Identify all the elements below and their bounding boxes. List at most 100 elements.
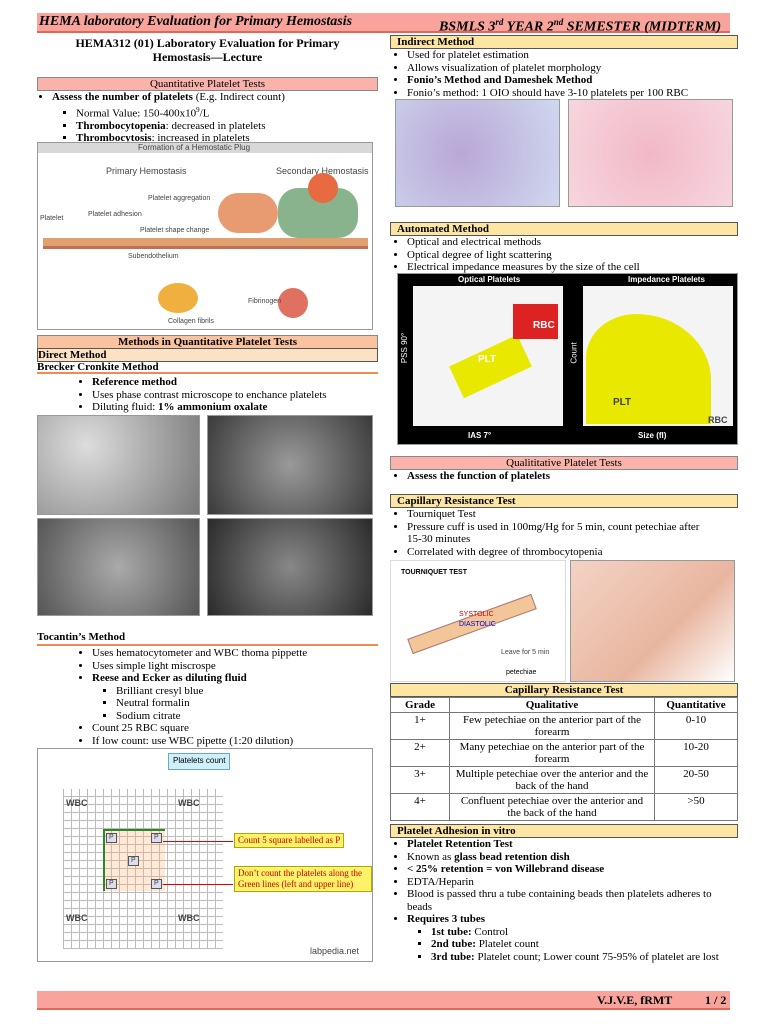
text: If low count: use WBC pipette (1:20 dilu… <box>92 735 380 748</box>
element: Used for platelet estimation Allows visu… <box>355 49 745 99</box>
text: Tourniquet Test <box>407 508 715 521</box>
element: Grade Qualitative Quantitative <box>390 697 738 713</box>
text: Uses simple light miscrospe <box>92 660 380 673</box>
element: Optical and electrical methods Optical d… <box>355 236 745 274</box>
text: Neutral formalin <box>116 697 380 710</box>
text: 1st tube: <box>431 925 472 938</box>
element: Brilliant cresyl blueNeutral formalinSod… <box>92 685 380 723</box>
list: Optical and electrical methods Optical d… <box>355 236 745 274</box>
text: Electrical impedance measures by the siz… <box>407 261 745 274</box>
text: : increased in platelets <box>151 132 250 145</box>
element <box>163 841 233 842</box>
text: Assess the function of platelets <box>407 470 550 482</box>
element: Requires 3 tubes 1st tube: Control 2nd t… <box>407 913 727 963</box>
element: Known as glass bead retention dish <box>407 851 727 864</box>
text: Thrombocytopenia <box>76 119 166 132</box>
text: labpedia.net <box>310 946 360 956</box>
section-heading: Capillary Resistance Test <box>390 494 738 508</box>
element <box>38 143 372 153</box>
text: Platelet adhesion <box>88 211 142 218</box>
list: Assess the function of platelets <box>355 470 745 483</box>
section-heading: Quantitative Platelet Tests <box>37 77 378 91</box>
section-heading: Indirect Method <box>390 35 738 49</box>
table-cell: 20-50 <box>654 766 738 794</box>
element <box>158 283 198 313</box>
text: Normal Value: 150-400x10 <box>76 107 197 120</box>
text: HEMA312 (01) Laboratory Evaluation for P… <box>75 36 340 50</box>
doc-title: HEMA312 (01) Laboratory Evaluation for P… <box>37 36 378 64</box>
text: Platelet aggregation <box>148 195 211 202</box>
table-row: 1+ Few petechiae on the anterior part of … <box>390 712 738 740</box>
microscope-image <box>37 518 200 616</box>
section-heading: Methods in Quantitative Platelet Tests <box>37 335 378 349</box>
element: 1+ Few petechiae on the anterior part of … <box>390 712 738 821</box>
text: TOURNIQUET TEST <box>401 569 467 576</box>
element: Thrombocytosis: increased in platelets <box>76 132 380 145</box>
figure-counting-grid: Platelets count WBC WBC WBC WBC P P P P … <box>37 748 373 962</box>
text: Sodium citrate <box>116 710 380 723</box>
text: Don’t count the platelets along the Gree… <box>234 866 372 892</box>
text: Optical and electrical methods <box>407 236 745 249</box>
element <box>43 246 368 249</box>
subheading: Direct Method <box>37 348 378 362</box>
text: P <box>106 833 117 843</box>
section-heading: Platelet Adhesion in vitro <box>390 824 738 838</box>
grade-table: Grade Qualitative Quantitative 1+ Few petec… <box>390 697 738 821</box>
table-cell: Few petechiae on the anterior part of th… <box>449 712 655 740</box>
table-cell: 4+ <box>390 793 450 821</box>
text: DIASTOLIC <box>459 621 496 628</box>
table-cell: 3+ <box>390 766 450 794</box>
element <box>218 193 278 233</box>
text: /L <box>199 107 210 120</box>
text: BSMLS 3 <box>439 19 496 35</box>
element <box>63 789 223 949</box>
element <box>163 884 233 885</box>
text: P <box>128 856 139 866</box>
text: P <box>106 879 117 889</box>
table-cell: Multiple petechiae over the anterior and… <box>449 766 655 794</box>
element: Assess the number of platelets (E.g. Ind… <box>0 91 380 145</box>
element: Platelet Retention Test <box>407 838 727 851</box>
text: RBC <box>708 415 728 425</box>
section-heading: Automated Method <box>390 222 738 236</box>
element: Thrombocytopenia: decreased in platelets <box>76 120 380 133</box>
element: Fonio’s Method and Dameshek Method <box>407 74 745 87</box>
element: 1st tube: Control 2nd tube: Platelet cou… <box>407 926 727 964</box>
microscope-image <box>37 415 200 515</box>
table-row: 4+ Confluent petechiae over the anterior … <box>390 793 738 821</box>
text: Reference method <box>92 376 178 388</box>
text: YEAR 2 <box>503 19 554 35</box>
text: Optical degree of light scattering <box>407 249 745 262</box>
text: Used for platelet estimation <box>407 49 745 62</box>
text: Count 25 RBC square <box>92 722 380 735</box>
text: Formation of a Hemostatic Plug <box>138 143 251 152</box>
element: < 25% retention = von Willebrand disease <box>407 863 727 876</box>
smear-image <box>395 99 560 207</box>
list: Assess the number of platelets (E.g. Ind… <box>0 91 380 145</box>
text: petechiae <box>506 669 537 676</box>
text: Assess the number of platelets <box>52 91 193 103</box>
text: 9 <box>196 105 200 114</box>
text: Brilliant cresyl blue <box>116 685 380 698</box>
element <box>43 238 368 246</box>
text: Fonio’s method: 1 OIO should have 3-10 p… <box>407 87 745 100</box>
table-row: 3+ Multiple petechiae over the anterior a… <box>390 766 738 794</box>
element: Reference method <box>92 376 380 389</box>
text: Blood is passed thru a tube containing b… <box>407 888 727 913</box>
table-cell: 1+ <box>390 712 450 740</box>
text: Uses phase contrast microscope to enchan… <box>92 389 380 402</box>
text: 1 / 2 <box>705 993 727 1007</box>
header-left: HEMA laboratory Evaluation for Primary H… <box>39 14 353 29</box>
subheading: Tocantin’s Method <box>37 630 378 646</box>
text: < 25% retention = von Willebrand disease <box>407 863 605 875</box>
section-heading: Qualititative Platelet Tests <box>390 456 738 470</box>
element: 3rd tube: Platelet count; Lower count 75… <box>431 951 727 964</box>
text: PLT <box>478 354 497 365</box>
footer-bar: V.J.V.E, fRMT 1 / 2 <box>37 991 730 1010</box>
text: Size (fl) <box>638 431 667 440</box>
element: Uses hematocytometer and WBC thoma pippe… <box>40 647 380 747</box>
text: Correlated with degree of thrombocytopen… <box>407 546 715 559</box>
text: EDTA/Heparin <box>407 876 727 889</box>
text: Impedance Platelets <box>628 275 705 284</box>
text: rd <box>495 17 504 27</box>
